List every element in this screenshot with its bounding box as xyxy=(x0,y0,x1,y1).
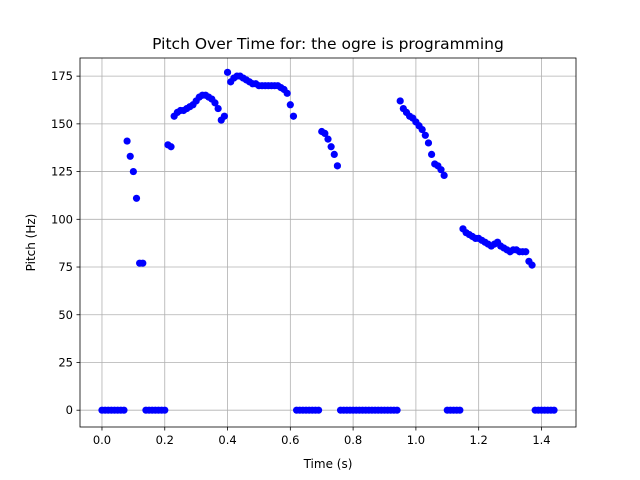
grid-lines xyxy=(80,58,576,427)
pitch-point xyxy=(120,406,128,414)
pitch-point xyxy=(314,406,323,414)
axis-ticks: 0.0 0.2 0.4 0.6 0.8 1.0 1.2 1.4 0 25 50 75 100 125 150… xyxy=(51,69,551,447)
y-tick-label: 25 xyxy=(58,355,73,369)
pitch-point xyxy=(123,137,131,145)
pitch-point xyxy=(424,139,433,147)
x-tick-label: 0.8 xyxy=(344,433,362,447)
pitch-points xyxy=(98,68,558,414)
pitch-point xyxy=(132,194,141,202)
pitch-point xyxy=(223,68,232,76)
pitch-point xyxy=(220,112,229,120)
x-tick-label: 0.0 xyxy=(93,433,111,447)
y-tick-label: 100 xyxy=(51,212,73,226)
pitch-point xyxy=(327,143,335,151)
chart-title: Pitch Over Time for: the ogre is program… xyxy=(152,35,504,53)
x-tick-label: 1.2 xyxy=(470,433,488,447)
pitch-point xyxy=(427,150,436,159)
pitch-point xyxy=(214,104,222,113)
pitch-point xyxy=(528,261,536,269)
pitch-point xyxy=(456,406,464,414)
x-tick-label: 0.4 xyxy=(218,433,236,447)
x-axis-label: Time (s) xyxy=(303,457,353,471)
y-tick-label: 0 xyxy=(66,403,73,417)
plot-frame xyxy=(79,57,577,428)
pitch-point xyxy=(522,248,530,256)
pitch-point xyxy=(321,129,329,138)
pitch-point xyxy=(286,101,294,109)
pitch-point xyxy=(129,167,137,176)
y-tick-label: 125 xyxy=(51,165,73,179)
pitch-point xyxy=(167,143,175,151)
x-tick-label: 0.2 xyxy=(156,433,174,447)
y-tick-label: 175 xyxy=(51,69,73,83)
pitch-point xyxy=(211,99,219,107)
y-tick-label: 75 xyxy=(58,260,73,274)
pitch-point xyxy=(393,406,401,414)
pitch-point xyxy=(330,150,338,159)
pitch-point xyxy=(324,135,332,143)
pitch-point xyxy=(139,259,147,267)
y-axis-label: Pitch (Hz) xyxy=(24,214,38,272)
pitch-point xyxy=(333,162,342,170)
x-tick-label: 1.0 xyxy=(407,433,425,447)
x-tick-label: 0.6 xyxy=(281,433,299,447)
pitch-point xyxy=(283,89,291,97)
pitch-point xyxy=(418,125,426,134)
x-tick-label: 1.4 xyxy=(532,433,550,447)
y-tick-label: 150 xyxy=(51,117,73,131)
pitch-point xyxy=(396,97,404,105)
pitch-point xyxy=(437,166,445,174)
pitch-point xyxy=(126,152,134,160)
pitch-point xyxy=(289,112,298,120)
pitch-point xyxy=(440,171,448,180)
y-tick-label: 50 xyxy=(58,308,73,322)
pitch-point xyxy=(161,406,169,414)
pitch-point xyxy=(421,131,429,139)
pitch-point xyxy=(550,406,558,414)
